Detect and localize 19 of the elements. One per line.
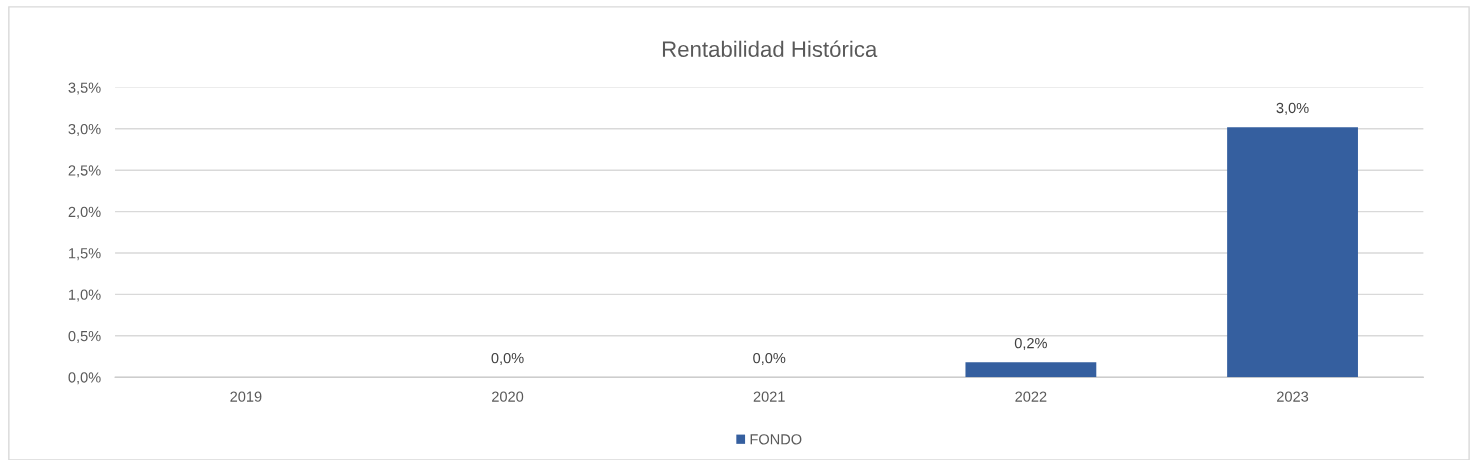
- y-tick-label: 1,5%: [69, 248, 101, 261]
- x-tick-label: 2023: [1277, 391, 1309, 402]
- data-label: 3,0%: [1276, 102, 1309, 115]
- x-tick-label: 2020: [492, 391, 524, 402]
- legend-label: FONDO: [750, 434, 802, 445]
- y-tick-label: 3,0%: [68, 123, 101, 136]
- data-label: 0,2%: [1014, 337, 1047, 351]
- chart-title: Rentabilidad Histórica: [662, 40, 878, 58]
- x-tick-label: 2021: [753, 391, 785, 402]
- y-tick-label: 2,5%: [68, 165, 101, 178]
- y-tick-label: 0,5%: [68, 330, 101, 343]
- x-tick-label: 2022: [1015, 391, 1047, 402]
- data-label: 0,0%: [753, 352, 786, 365]
- y-tick-label: 3,5%: [68, 82, 101, 95]
- y-tick-label: 0,0%: [68, 372, 101, 385]
- x-tick-label: 2019: [230, 391, 262, 402]
- y-tick-label: 2,0%: [68, 206, 101, 219]
- data-label: 0,0%: [491, 352, 524, 365]
- y-tick-label: 1,0%: [69, 289, 101, 302]
